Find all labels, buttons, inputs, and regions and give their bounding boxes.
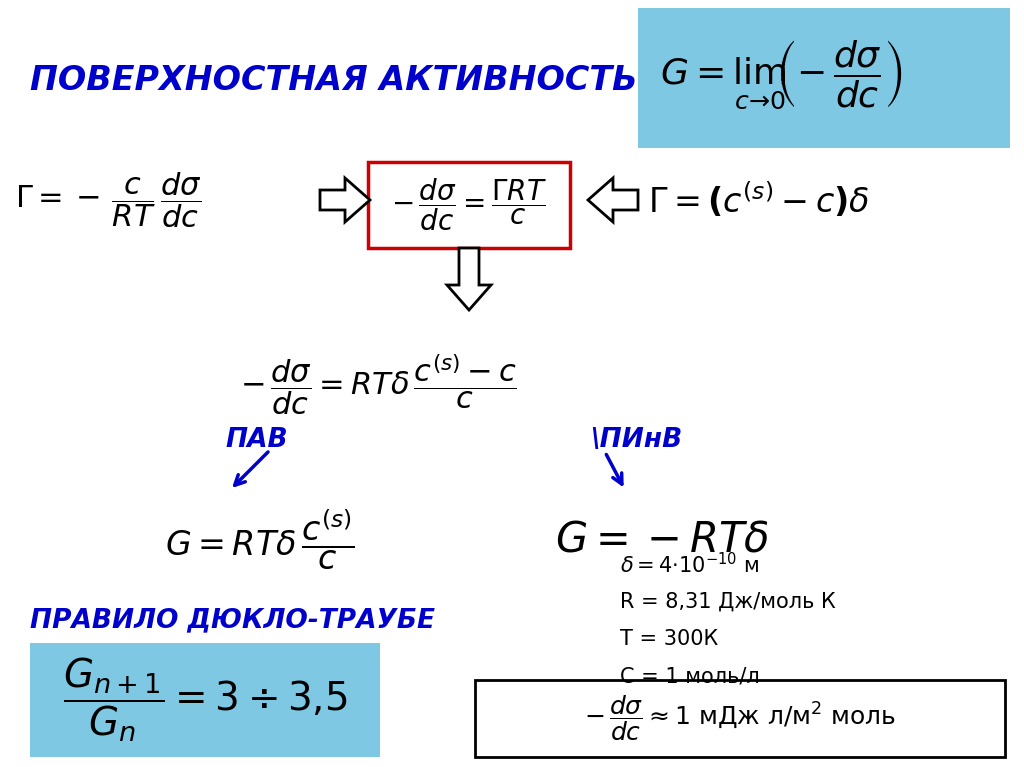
- Text: $-\,\dfrac{d\sigma}{dc} = RT\delta\,\dfrac{c^{(s)}-c}{c}$: $-\,\dfrac{d\sigma}{dc} = RT\delta\,\dfr…: [240, 353, 517, 417]
- Text: $G = -RT\delta$: $G = -RT\delta$: [555, 519, 769, 561]
- Bar: [638, 8, 1010, 148]
- Text: ПАВ: ПАВ: [225, 427, 288, 453]
- Text: T = 300К: T = 300К: [620, 629, 718, 649]
- Text: $-\,\dfrac{d\sigma}{dc} = \dfrac{\Gamma RT}{c}$: $-\,\dfrac{d\sigma}{dc} = \dfrac{\Gamma …: [391, 176, 547, 233]
- Text: ПОВЕРХНОСТНАЯ АКТИВНОСТЬ: ПОВЕРХНОСТНАЯ АКТИВНОСТЬ: [30, 64, 638, 97]
- Text: \ПИнВ: \ПИнВ: [590, 427, 682, 453]
- Text: $\delta = 4{\cdot}10^{-10}$ м: $\delta = 4{\cdot}10^{-10}$ м: [620, 552, 759, 578]
- Text: $\Gamma = \boldsymbol{(}c^{(s)}-c\boldsymbol{)}\delta$: $\Gamma = \boldsymbol{(}c^{(s)}-c\boldsy…: [648, 180, 869, 220]
- Text: R = 8,31 Дж/моль К: R = 8,31 Дж/моль К: [620, 592, 836, 612]
- Polygon shape: [447, 248, 490, 310]
- Text: $-\,\dfrac{d\sigma}{dc} \approx 1$ мДж л/м$^2$ моль: $-\,\dfrac{d\sigma}{dc} \approx 1$ мДж л…: [584, 693, 896, 743]
- Bar: [30, 643, 380, 757]
- Text: $G = \lim_{c \to 0}\!\!\left(-\,\dfrac{d\sigma}{dc}\right)$: $G = \lim_{c \to 0}\!\!\left(-\,\dfrac{d…: [660, 39, 902, 111]
- Text: C = 1 моль/л: C = 1 моль/л: [620, 666, 760, 686]
- Polygon shape: [319, 178, 370, 222]
- Text: $\Gamma = -\,\dfrac{c}{RT}\,\dfrac{d\sigma}{dc}$: $\Gamma = -\,\dfrac{c}{RT}\,\dfrac{d\sig…: [15, 170, 202, 230]
- Text: $G = RT\delta\,\dfrac{c^{(s)}}{c}$: $G = RT\delta\,\dfrac{c^{(s)}}{c}$: [165, 508, 354, 572]
- Text: $\dfrac{G_{n+1}}{G_n} = 3 \div 3{,}5$: $\dfrac{G_{n+1}}{G_n} = 3 \div 3{,}5$: [62, 656, 347, 745]
- Bar: [368, 162, 570, 248]
- Text: ПРАВИЛО ДЮКЛО-ТРАУБЕ: ПРАВИЛО ДЮКЛО-ТРАУБЕ: [30, 607, 435, 633]
- Polygon shape: [588, 178, 638, 222]
- Bar: [475, 680, 1005, 757]
